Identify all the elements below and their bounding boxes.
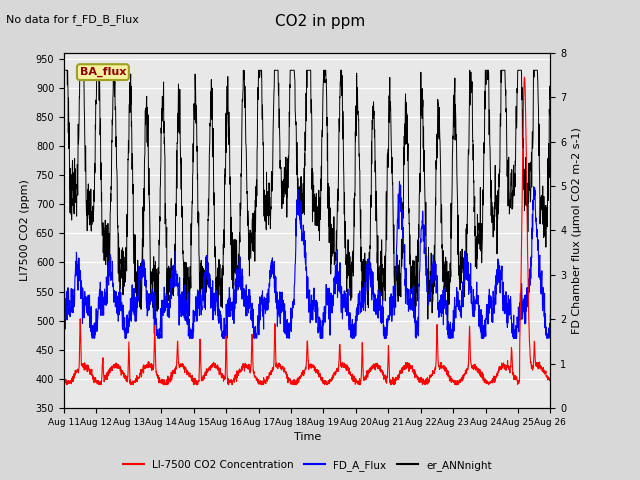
LI-7500 CO2 Concentration	[521, 74, 529, 80]
er_ANNnight	[214, 318, 222, 324]
er_ANNnight	[60, 67, 68, 73]
Y-axis label: LI7500 CO2 (ppm): LI7500 CO2 (ppm)	[20, 180, 30, 281]
FD_A_Flux	[518, 301, 525, 307]
FD_A_Flux	[196, 301, 204, 307]
FD_A_Flux	[396, 179, 403, 185]
er_ANNnight	[547, 91, 554, 96]
FD_A_Flux	[547, 312, 554, 317]
er_ANNnight	[321, 67, 329, 73]
LI-7500 CO2 Concentration	[449, 376, 456, 382]
FD_A_Flux	[449, 321, 456, 326]
Line: FD_A_Flux: FD_A_Flux	[64, 182, 550, 338]
Line: LI-7500 CO2 Concentration: LI-7500 CO2 Concentration	[64, 77, 550, 384]
Legend: LI-7500 CO2 Concentration, FD_A_Flux, er_ANNnight: LI-7500 CO2 Concentration, FD_A_Flux, er…	[118, 456, 496, 475]
FD_A_Flux	[60, 312, 68, 318]
LI-7500 CO2 Concentration	[196, 341, 204, 347]
LI-7500 CO2 Concentration	[60, 380, 68, 386]
X-axis label: Time: Time	[294, 432, 321, 442]
Y-axis label: FD Chamber flux (μmol CO2 m-2 s-1): FD Chamber flux (μmol CO2 m-2 s-1)	[572, 127, 582, 334]
LI-7500 CO2 Concentration	[547, 379, 554, 384]
FD_A_Flux	[88, 335, 96, 341]
LI-7500 CO2 Concentration	[504, 358, 511, 363]
Text: No data for f_FD_B_Flux: No data for f_FD_B_Flux	[6, 14, 140, 25]
er_ANNnight	[332, 251, 339, 257]
FD_A_Flux	[332, 263, 339, 269]
LI-7500 CO2 Concentration	[332, 369, 339, 374]
er_ANNnight	[449, 180, 456, 185]
LI-7500 CO2 Concentration	[517, 272, 525, 277]
er_ANNnight	[196, 295, 204, 300]
Line: er_ANNnight: er_ANNnight	[64, 70, 550, 321]
Text: BA_flux: BA_flux	[80, 67, 126, 77]
FD_A_Flux	[321, 303, 329, 309]
LI-7500 CO2 Concentration	[321, 378, 329, 384]
er_ANNnight	[517, 67, 525, 73]
Text: CO2 in ppm: CO2 in ppm	[275, 14, 365, 29]
LI-7500 CO2 Concentration	[63, 382, 71, 387]
er_ANNnight	[504, 163, 511, 168]
FD_A_Flux	[504, 321, 511, 326]
